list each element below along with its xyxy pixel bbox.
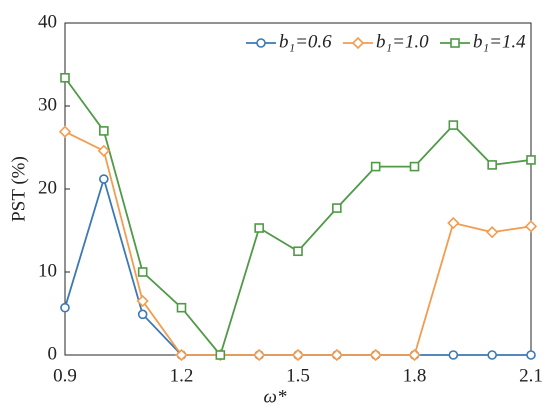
marker xyxy=(136,294,149,308)
marker xyxy=(332,203,342,213)
marker xyxy=(369,348,382,362)
x-tick-label: 1.5 xyxy=(286,365,310,386)
marker xyxy=(447,216,460,230)
marker xyxy=(60,302,70,313)
marker xyxy=(137,309,148,320)
legend-label: b₁=0.6 xyxy=(279,31,332,52)
marker xyxy=(291,348,305,362)
x-tick-label: 2.1 xyxy=(519,365,543,386)
marker xyxy=(448,120,459,130)
marker xyxy=(254,223,264,233)
marker xyxy=(409,161,420,172)
marker xyxy=(293,246,303,257)
y-tick-label: 30 xyxy=(38,94,57,115)
x-axis-label: ω* xyxy=(264,386,287,407)
marker xyxy=(60,72,70,83)
marker xyxy=(486,226,499,239)
legend-marker xyxy=(450,38,460,48)
plot-frame xyxy=(64,22,532,356)
marker xyxy=(176,302,187,313)
y-tick-label: 10 xyxy=(38,260,57,281)
marker xyxy=(137,267,148,277)
marker xyxy=(99,126,109,136)
series-line xyxy=(64,77,532,357)
marker xyxy=(175,348,188,362)
y-tick-label: 40 xyxy=(38,11,57,32)
marker xyxy=(526,155,536,165)
marker xyxy=(58,125,72,138)
marker xyxy=(526,350,536,360)
y-tick-label: 20 xyxy=(38,177,57,198)
legend-label: b₁=1.4 xyxy=(473,31,526,52)
marker xyxy=(448,350,459,360)
marker xyxy=(330,348,343,362)
series-line xyxy=(64,175,531,356)
y-axis-label: PST (%) xyxy=(8,156,29,222)
x-tick-label: 1.2 xyxy=(170,365,194,386)
legend-marker xyxy=(351,36,365,50)
legend-label: b₁=1.0 xyxy=(376,31,429,52)
x-tick-label: 1.8 xyxy=(403,365,427,386)
marker xyxy=(487,350,497,360)
x-tick-label: 0.9 xyxy=(53,365,77,386)
marker xyxy=(408,348,421,362)
marker xyxy=(524,220,538,233)
marker xyxy=(370,161,381,172)
marker xyxy=(253,348,266,362)
y-tick-label: 0 xyxy=(48,343,58,364)
legend-marker xyxy=(256,38,266,48)
marker xyxy=(97,144,110,157)
marker xyxy=(215,350,226,360)
marker xyxy=(99,174,109,184)
marker xyxy=(487,160,497,170)
